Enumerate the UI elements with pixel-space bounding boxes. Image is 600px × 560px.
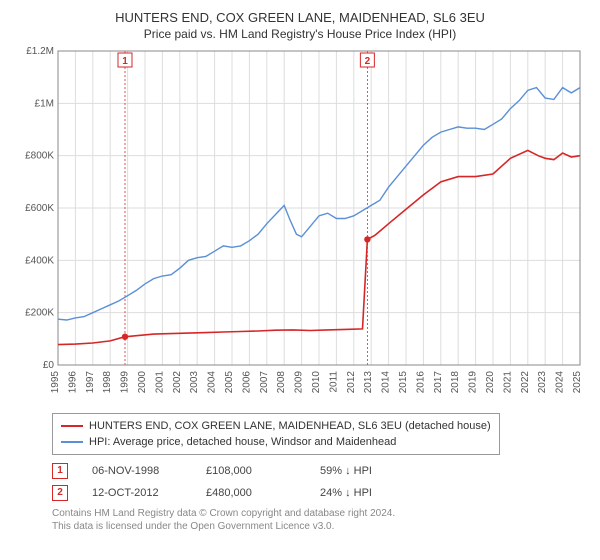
svg-text:2014: 2014: [381, 371, 392, 394]
svg-text:2016: 2016: [415, 371, 426, 394]
svg-text:2007: 2007: [259, 371, 270, 394]
svg-text:£800K: £800K: [25, 151, 54, 162]
svg-text:2017: 2017: [433, 371, 444, 394]
chart-plot-area: £0 £200K £400K £600K £800K £1M £1.2M 1995 1996 19…: [12, 47, 588, 407]
svg-text:1999: 1999: [120, 371, 131, 394]
legend-label: HPI: Average price, detached house, Wind…: [89, 434, 396, 450]
marker-badge: 1: [52, 463, 68, 479]
svg-text:2025: 2025: [572, 371, 583, 394]
svg-text:2013: 2013: [363, 371, 374, 394]
marker-delta: 24% ↓ HPI: [320, 487, 410, 499]
marker-table: 1 06-NOV-1998 £108,000 59% ↓ HPI 2 12-OCT-201…: [52, 463, 588, 501]
svg-text:2011: 2011: [328, 371, 339, 393]
svg-text:2010: 2010: [311, 371, 322, 394]
svg-text:2019: 2019: [468, 371, 479, 394]
marker-date: 06-NOV-1998: [92, 465, 182, 477]
svg-text:2002: 2002: [172, 371, 183, 394]
marker-price: £108,000: [206, 465, 296, 477]
svg-text:2024: 2024: [555, 371, 566, 394]
svg-text:2008: 2008: [276, 371, 287, 394]
svg-text:£400K: £400K: [25, 255, 54, 266]
svg-text:2020: 2020: [485, 371, 496, 394]
legend-swatch: [61, 441, 83, 443]
svg-text:£1.2M: £1.2M: [26, 47, 54, 57]
marker-price: £480,000: [206, 487, 296, 499]
svg-text:£200K: £200K: [25, 308, 54, 319]
footer-attribution: Contains HM Land Registry data © Crown c…: [52, 507, 588, 533]
svg-text:£1M: £1M: [35, 98, 54, 109]
marker-row: 1 06-NOV-1998 £108,000 59% ↓ HPI: [52, 463, 588, 479]
svg-text:2005: 2005: [224, 371, 235, 394]
svg-text:£600K: £600K: [25, 203, 54, 214]
svg-text:2: 2: [365, 56, 371, 67]
svg-text:1995: 1995: [50, 371, 61, 394]
chart-container: HUNTERS END, COX GREEN LANE, MAIDENHEAD,…: [0, 0, 600, 541]
svg-text:2003: 2003: [189, 371, 200, 394]
svg-text:1996: 1996: [67, 371, 78, 394]
legend-swatch: [61, 425, 83, 427]
chart-svg: £0 £200K £400K £600K £800K £1M £1.2M 1995 1996 19…: [12, 47, 588, 407]
svg-text:£0: £0: [43, 360, 55, 371]
legend-item: HUNTERS END, COX GREEN LANE, MAIDENHEAD,…: [61, 418, 491, 434]
chart-title-line1: HUNTERS END, COX GREEN LANE, MAIDENHEAD,…: [12, 10, 588, 25]
svg-text:1998: 1998: [102, 371, 113, 394]
svg-text:2006: 2006: [241, 371, 252, 394]
svg-text:1: 1: [122, 56, 128, 67]
svg-text:2009: 2009: [294, 371, 305, 394]
legend-item: HPI: Average price, detached house, Wind…: [61, 434, 491, 450]
svg-text:2000: 2000: [137, 371, 148, 394]
svg-text:2015: 2015: [398, 371, 409, 394]
svg-text:2023: 2023: [537, 371, 548, 394]
svg-text:2004: 2004: [207, 371, 218, 394]
svg-text:2012: 2012: [346, 371, 357, 394]
svg-text:1997: 1997: [85, 371, 96, 394]
footer-line1: Contains HM Land Registry data © Crown c…: [52, 507, 588, 520]
legend-label: HUNTERS END, COX GREEN LANE, MAIDENHEAD,…: [89, 418, 491, 434]
chart-title-line2: Price paid vs. HM Land Registry's House …: [12, 27, 588, 41]
marker-delta: 59% ↓ HPI: [320, 465, 410, 477]
svg-text:2021: 2021: [502, 371, 513, 394]
marker-badge: 2: [52, 485, 68, 501]
svg-text:2022: 2022: [520, 371, 531, 394]
legend-box: HUNTERS END, COX GREEN LANE, MAIDENHEAD,…: [52, 413, 500, 455]
marker-date: 12-OCT-2012: [92, 487, 182, 499]
marker-row: 2 12-OCT-2012 £480,000 24% ↓ HPI: [52, 485, 588, 501]
svg-text:2001: 2001: [154, 371, 165, 394]
svg-text:2018: 2018: [450, 371, 461, 394]
footer-line2: This data is licensed under the Open Gov…: [52, 520, 588, 533]
